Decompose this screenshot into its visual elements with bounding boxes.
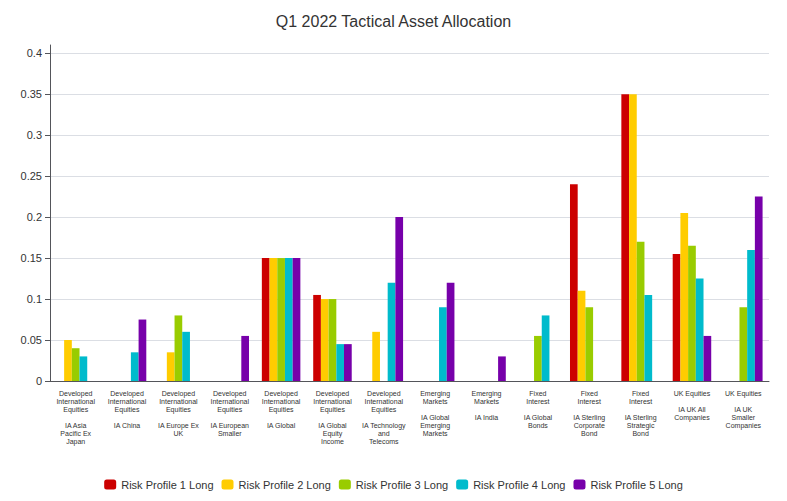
svg-text:IA Asia: IA Asia xyxy=(65,422,87,429)
svg-text:0.35: 0.35 xyxy=(21,88,42,100)
svg-text:Bond: Bond xyxy=(632,430,648,437)
svg-text:Risk Profile 1 Long: Risk Profile 1 Long xyxy=(121,479,213,491)
svg-text:Developed: Developed xyxy=(110,390,144,398)
svg-text:Risk Profile 2 Long: Risk Profile 2 Long xyxy=(239,479,331,491)
svg-text:Telecoms: Telecoms xyxy=(369,438,399,445)
svg-text:Equities: Equities xyxy=(371,406,396,414)
svg-text:IA European: IA European xyxy=(210,422,249,430)
svg-text:Equities: Equities xyxy=(269,406,294,414)
svg-text:0.25: 0.25 xyxy=(21,170,42,182)
svg-text:Bond: Bond xyxy=(581,430,597,437)
svg-text:IA India: IA India xyxy=(475,414,498,421)
svg-text:UK Equities: UK Equities xyxy=(725,390,762,398)
svg-text:Japan: Japan xyxy=(66,438,85,446)
svg-text:Developed: Developed xyxy=(162,390,196,398)
svg-text:IA Global: IA Global xyxy=(421,414,450,421)
svg-text:Developed: Developed xyxy=(316,390,350,398)
svg-text:IA Global: IA Global xyxy=(267,422,296,429)
svg-text:International: International xyxy=(262,398,301,405)
svg-text:Equities: Equities xyxy=(217,406,242,414)
svg-text:IA Sterling: IA Sterling xyxy=(573,414,605,422)
svg-text:Risk Profile 3 Long: Risk Profile 3 Long xyxy=(356,479,448,491)
svg-text:Risk Profile 5 Long: Risk Profile 5 Long xyxy=(590,479,682,491)
svg-text:Equity: Equity xyxy=(323,430,343,438)
svg-text:Companies: Companies xyxy=(674,414,710,422)
svg-text:Bonds: Bonds xyxy=(528,422,548,429)
svg-text:Equities: Equities xyxy=(320,406,345,414)
svg-text:Fixed: Fixed xyxy=(581,390,598,397)
svg-text:Markets: Markets xyxy=(423,430,448,437)
svg-text:UK Equities: UK Equities xyxy=(674,390,711,398)
svg-text:0: 0 xyxy=(36,375,42,387)
svg-text:Interest: Interest xyxy=(526,398,549,405)
svg-text:Pacific Ex: Pacific Ex xyxy=(60,430,91,437)
svg-text:Developed: Developed xyxy=(59,390,93,398)
svg-text:IA UK All: IA UK All xyxy=(678,406,706,413)
svg-text:IA China: IA China xyxy=(114,422,141,429)
svg-text:Emerging: Emerging xyxy=(420,390,450,398)
svg-text:Corporate: Corporate xyxy=(574,422,605,430)
svg-text:0.2: 0.2 xyxy=(27,211,42,223)
svg-text:Smaller: Smaller xyxy=(218,430,242,437)
svg-text:Fixed: Fixed xyxy=(632,390,649,397)
svg-text:Markets: Markets xyxy=(474,398,499,405)
svg-text:Smaller: Smaller xyxy=(731,414,755,421)
svg-text:IA Technology: IA Technology xyxy=(362,422,406,430)
svg-text:and: and xyxy=(378,430,390,437)
svg-text:International: International xyxy=(56,398,95,405)
svg-text:Emerging: Emerging xyxy=(420,422,450,430)
svg-text:International: International xyxy=(365,398,404,405)
svg-text:Developed: Developed xyxy=(213,390,247,398)
svg-text:IA Global: IA Global xyxy=(524,414,553,421)
svg-text:0.4: 0.4 xyxy=(27,47,42,59)
svg-text:Income: Income xyxy=(321,438,344,445)
svg-text:International: International xyxy=(313,398,352,405)
svg-text:International: International xyxy=(159,398,198,405)
svg-text:IA Europe Ex: IA Europe Ex xyxy=(158,422,199,430)
svg-text:Q1 2022 Tactical Asset Allocat: Q1 2022 Tactical Asset Allocation xyxy=(276,13,511,30)
svg-text:Developed: Developed xyxy=(264,390,298,398)
svg-text:Interest: Interest xyxy=(629,398,652,405)
svg-text:Risk Profile 4 Long: Risk Profile 4 Long xyxy=(473,479,565,491)
svg-text:0.05: 0.05 xyxy=(21,334,42,346)
svg-text:Markets: Markets xyxy=(423,398,448,405)
svg-text:Developed: Developed xyxy=(367,390,401,398)
svg-text:Equities: Equities xyxy=(166,406,191,414)
svg-text:International: International xyxy=(210,398,249,405)
svg-text:IA UK: IA UK xyxy=(734,406,752,413)
svg-text:International: International xyxy=(108,398,147,405)
svg-text:0.3: 0.3 xyxy=(27,129,42,141)
svg-text:0.1: 0.1 xyxy=(27,293,42,305)
svg-text:UK: UK xyxy=(174,430,184,437)
svg-text:Strategic: Strategic xyxy=(627,422,655,430)
svg-text:0.15: 0.15 xyxy=(21,252,42,264)
svg-text:Equities: Equities xyxy=(63,406,88,414)
svg-text:IA Global: IA Global xyxy=(318,422,347,429)
svg-text:Emerging: Emerging xyxy=(472,390,502,398)
svg-text:Fixed: Fixed xyxy=(529,390,546,397)
svg-text:Equities: Equities xyxy=(115,406,140,414)
svg-text:Interest: Interest xyxy=(578,398,601,405)
svg-text:Companies: Companies xyxy=(726,422,762,430)
svg-text:IA Sterling: IA Sterling xyxy=(625,414,657,422)
